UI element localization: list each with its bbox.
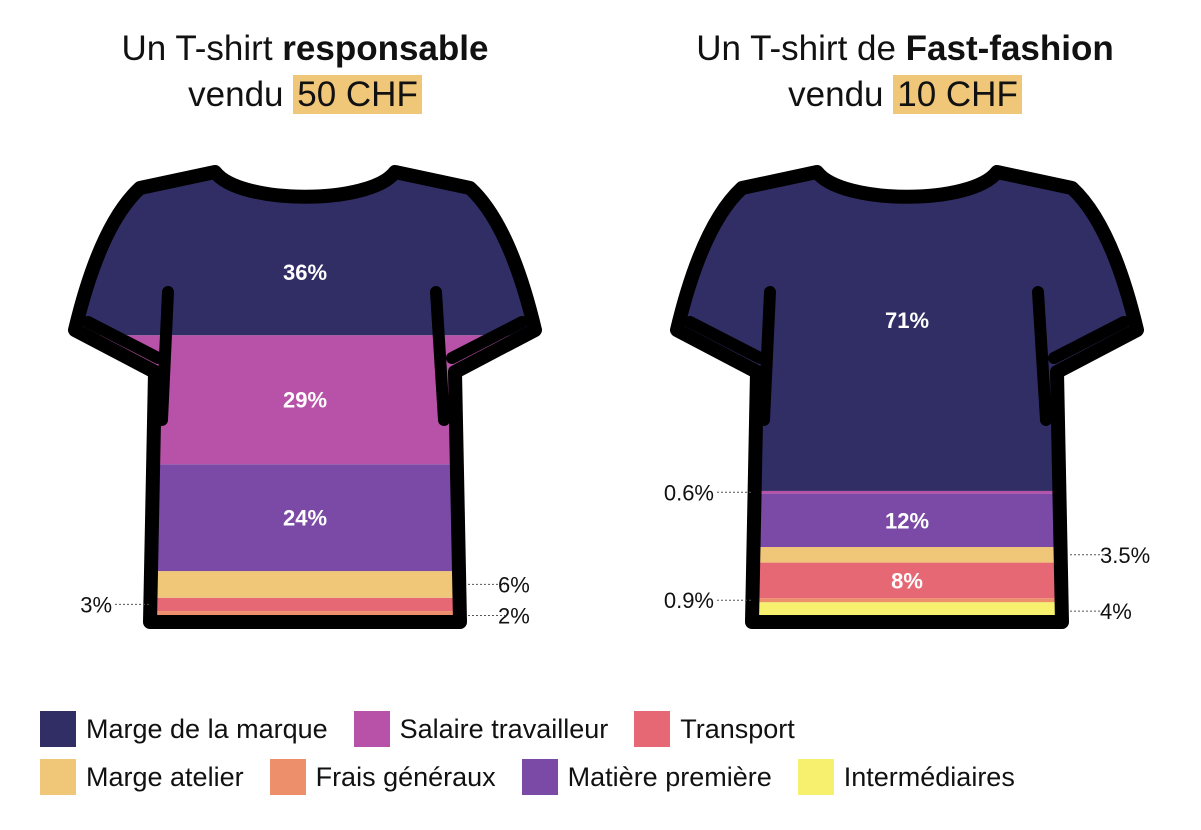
legend-item: Marge atelier xyxy=(40,759,244,795)
legend-swatch xyxy=(634,711,671,747)
legend-label: Transport xyxy=(680,713,795,744)
legend-swatch xyxy=(269,759,306,795)
segment-frais-généraux xyxy=(677,598,1137,603)
subtitle-text: vendu xyxy=(188,75,294,114)
legend-label: Intermédiaires xyxy=(843,761,1015,792)
legend-label: Matière première xyxy=(567,761,772,792)
legend-item: Intermédiaires xyxy=(797,759,1015,795)
price-highlight: 10 CHF xyxy=(893,75,1022,114)
segment-label: 12% xyxy=(885,508,929,533)
segment-label: 71% xyxy=(885,308,929,333)
segment-label: 0.6% xyxy=(664,480,714,505)
legend-swatch xyxy=(40,711,76,747)
segment-label: 8% xyxy=(891,568,923,593)
legend-label: Frais généraux xyxy=(315,761,496,792)
legend-swatch xyxy=(521,759,558,795)
legend-label: Salaire travailleur xyxy=(399,713,609,744)
segment-label: 3.5% xyxy=(1100,543,1150,568)
title-bold: Fast-fashion xyxy=(905,29,1114,68)
title-text: Un T-shirt de xyxy=(696,29,906,68)
price-highlight: 50 CHF xyxy=(293,75,422,114)
legend-item: Transport xyxy=(634,711,795,747)
legend-swatch xyxy=(40,759,76,795)
legend-label: Marge atelier xyxy=(86,761,244,792)
title-bold: responsable xyxy=(282,29,489,68)
subtitle-text: vendu xyxy=(788,75,894,114)
segment-label: 36% xyxy=(283,260,327,285)
legend-label: Marge de la marque xyxy=(86,713,328,744)
legend-swatch xyxy=(797,759,834,795)
legend-row: Marge de la marque Salaire travailleur Tra… xyxy=(40,705,1190,753)
title-fast-fashion: Un T-shirt de Fast-fashion vendu 10 CHF xyxy=(625,26,1185,118)
legend-swatch xyxy=(353,711,390,747)
segment-marge-atelier xyxy=(677,547,1137,563)
legend: Marge de la marque Salaire travailleur Tra… xyxy=(40,705,1190,801)
segment-transport xyxy=(75,597,535,612)
segment-label: 3% xyxy=(80,592,112,617)
legend-item: Marge de la marque xyxy=(40,711,328,747)
segment-label: 29% xyxy=(283,388,327,413)
tshirt-0: 2% 3% 6% 24% 29% 36% xyxy=(68,165,542,629)
title-text: Un T-shirt xyxy=(121,29,283,68)
segment-label: 4% xyxy=(1100,599,1132,624)
segment-label: 2% xyxy=(498,604,530,629)
segment-salaire-travailleur xyxy=(677,490,1137,494)
segment-label: 6% xyxy=(498,572,530,597)
segment-label: 24% xyxy=(283,506,327,531)
tshirt-1: 4% 0.9% 8% 3.5% 12% 0.6% 71% xyxy=(664,165,1150,629)
legend-item: Frais généraux xyxy=(269,759,496,795)
legend-row: Marge atelier Frais généraux Matière premi… xyxy=(40,753,1190,801)
legend-item: Matière première xyxy=(521,759,772,795)
legend-item: Salaire travailleur xyxy=(353,711,609,747)
segment-marge-de-la-marque xyxy=(75,172,535,336)
title-responsable: Un T-shirt responsable vendu 50 CHF xyxy=(25,26,585,118)
segment-label: 0.9% xyxy=(664,588,714,613)
